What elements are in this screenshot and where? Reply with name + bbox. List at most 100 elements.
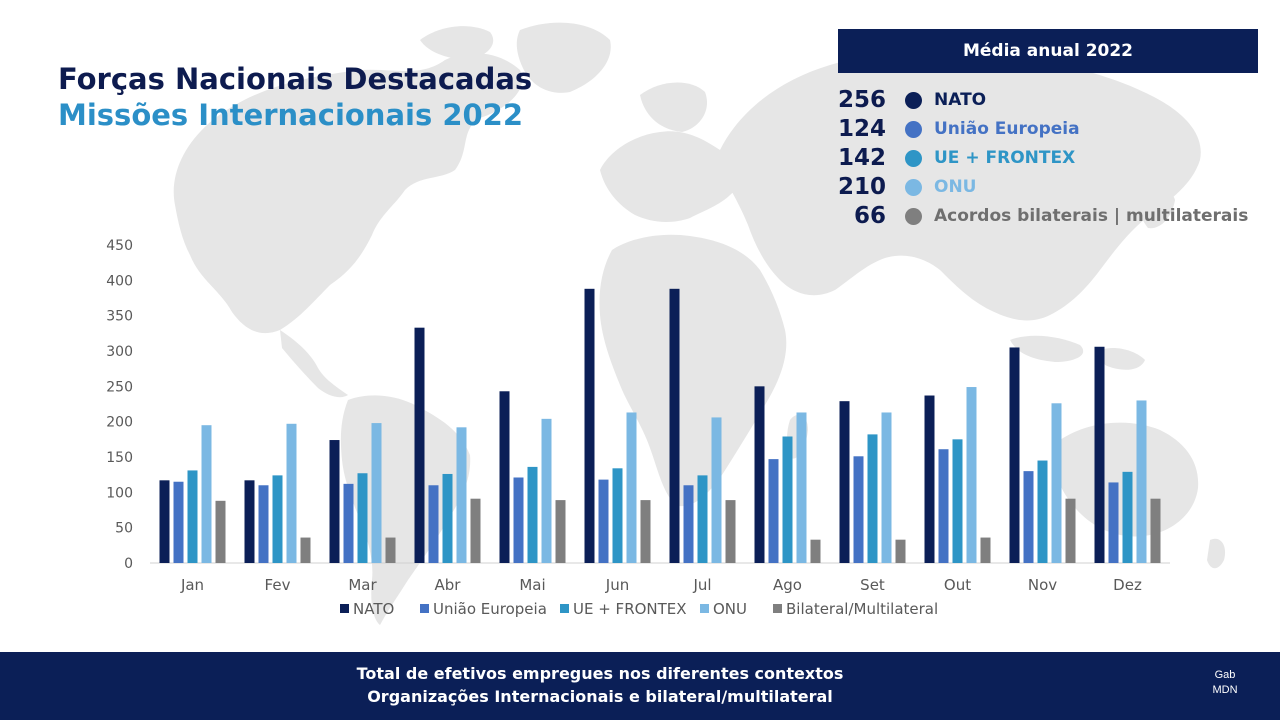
bar — [697, 475, 708, 563]
bar — [300, 537, 311, 563]
legend-swatch-icon — [700, 604, 709, 613]
y-tick-label: 200 — [106, 415, 133, 431]
bar — [1108, 482, 1119, 563]
footer-logo-line2: MDN — [1212, 684, 1238, 696]
bar — [754, 386, 765, 563]
bar — [1009, 347, 1020, 563]
x-tick-label: Mar — [348, 576, 377, 594]
bar — [810, 539, 821, 563]
annual-average-item: 142 UE + FRONTEX — [838, 144, 1258, 173]
bar — [725, 500, 736, 563]
legend-entry: ONU — [713, 600, 747, 618]
annual-average-item: 124 União Europeia — [838, 115, 1258, 144]
y-tick-label: 100 — [106, 485, 133, 501]
legend-dot-icon — [905, 179, 922, 196]
annual-average-item: 66 Acordos bilaterais | multilaterais — [838, 202, 1258, 231]
bar — [187, 470, 198, 563]
x-tick-label: Set — [860, 576, 885, 594]
bar — [796, 412, 807, 563]
annual-average-label: NATO — [934, 90, 987, 110]
bar — [513, 477, 524, 563]
bar — [966, 387, 977, 563]
x-tick-label: Ago — [773, 576, 802, 594]
footer-bar: Total de efetivos empregues nos diferent… — [0, 652, 1280, 720]
annual-average-list: 256 NATO 124 União Europeia 142 UE + FRONTEX 2… — [838, 86, 1258, 231]
bar — [371, 423, 382, 563]
bar — [669, 288, 680, 563]
annual-average-value: 124 — [837, 116, 886, 142]
x-tick-label: Fev — [265, 576, 291, 594]
bar — [414, 327, 425, 563]
x-tick-label: Dez — [1113, 576, 1142, 594]
title-block: Forças Nacionais Destacadas Missões Inte… — [58, 62, 532, 134]
bar — [1065, 498, 1076, 563]
bar — [612, 468, 623, 563]
x-tick-label: Nov — [1028, 576, 1057, 594]
bar — [938, 449, 949, 563]
bar — [895, 539, 906, 563]
bar — [711, 417, 722, 563]
bar — [159, 480, 170, 563]
bar — [456, 427, 467, 563]
annual-average-header: Média anual 2022 — [838, 29, 1258, 73]
legend-swatch-icon — [420, 604, 429, 613]
y-tick-label: 400 — [106, 273, 133, 289]
bar — [329, 440, 340, 563]
world-map-background — [173, 22, 1226, 625]
legend-entry: Bilateral/Multilateral — [786, 600, 938, 618]
legend-entry: União Europeia — [433, 600, 547, 618]
bar — [683, 485, 694, 563]
bar — [244, 480, 255, 563]
annual-average-label: UE + FRONTEX — [934, 148, 1076, 168]
bar — [640, 500, 651, 563]
bar — [1136, 400, 1147, 563]
bar — [357, 473, 368, 563]
bar — [215, 500, 226, 563]
bar — [286, 423, 297, 563]
footer-caption: Total de efetivos empregues nos diferent… — [0, 662, 1280, 708]
bar — [258, 485, 269, 563]
y-tick-label: 350 — [106, 309, 133, 325]
bar — [272, 475, 283, 563]
bar — [839, 401, 850, 563]
bar — [853, 456, 864, 563]
bar — [924, 395, 935, 563]
footer-caption-line2: Organizações Internacionais e bilateral/… — [367, 687, 833, 706]
annual-average-value: 256 — [837, 87, 886, 113]
bar — [1051, 403, 1062, 563]
y-tick-label: 150 — [106, 450, 133, 466]
bar — [428, 485, 439, 563]
bar — [782, 436, 793, 563]
annual-average-item: 256 NATO — [838, 86, 1258, 115]
bar — [598, 479, 609, 563]
annual-average-label: Acordos bilaterais | multilaterais — [934, 206, 1249, 226]
x-tick-label: Mai — [519, 576, 545, 594]
page-title: Forças Nacionais Destacadas — [58, 62, 533, 96]
footer-logo-text: Gab MDN — [1200, 668, 1250, 698]
x-tick-label: Jun — [605, 576, 629, 594]
legend-entry: UE + FRONTEX — [573, 600, 687, 618]
bar — [980, 537, 991, 563]
bar — [952, 439, 963, 563]
legend-swatch-icon — [340, 604, 349, 613]
y-tick-label: 50 — [115, 521, 133, 537]
legend-dot-icon — [905, 150, 922, 167]
y-tick-label: 450 — [106, 238, 133, 254]
x-tick-label: Jul — [692, 576, 711, 594]
y-tick-label: 300 — [106, 344, 133, 360]
bar — [626, 412, 637, 563]
bar — [768, 459, 779, 563]
annual-average-label: ONU — [934, 177, 977, 197]
annual-average-value: 66 — [853, 203, 886, 229]
footer-logo-line1: Gab — [1214, 669, 1236, 681]
x-tick-label: Jan — [180, 576, 204, 594]
legend-dot-icon — [905, 92, 922, 109]
annual-average-value: 210 — [837, 174, 886, 200]
x-tick-label: Out — [944, 576, 971, 594]
bar — [385, 537, 396, 563]
page-subtitle: Missões Internacionais 2022 — [58, 98, 524, 132]
bar — [173, 481, 184, 563]
bar — [527, 466, 538, 563]
legend-dot-icon — [905, 121, 922, 138]
legend-entry: NATO — [353, 600, 394, 618]
